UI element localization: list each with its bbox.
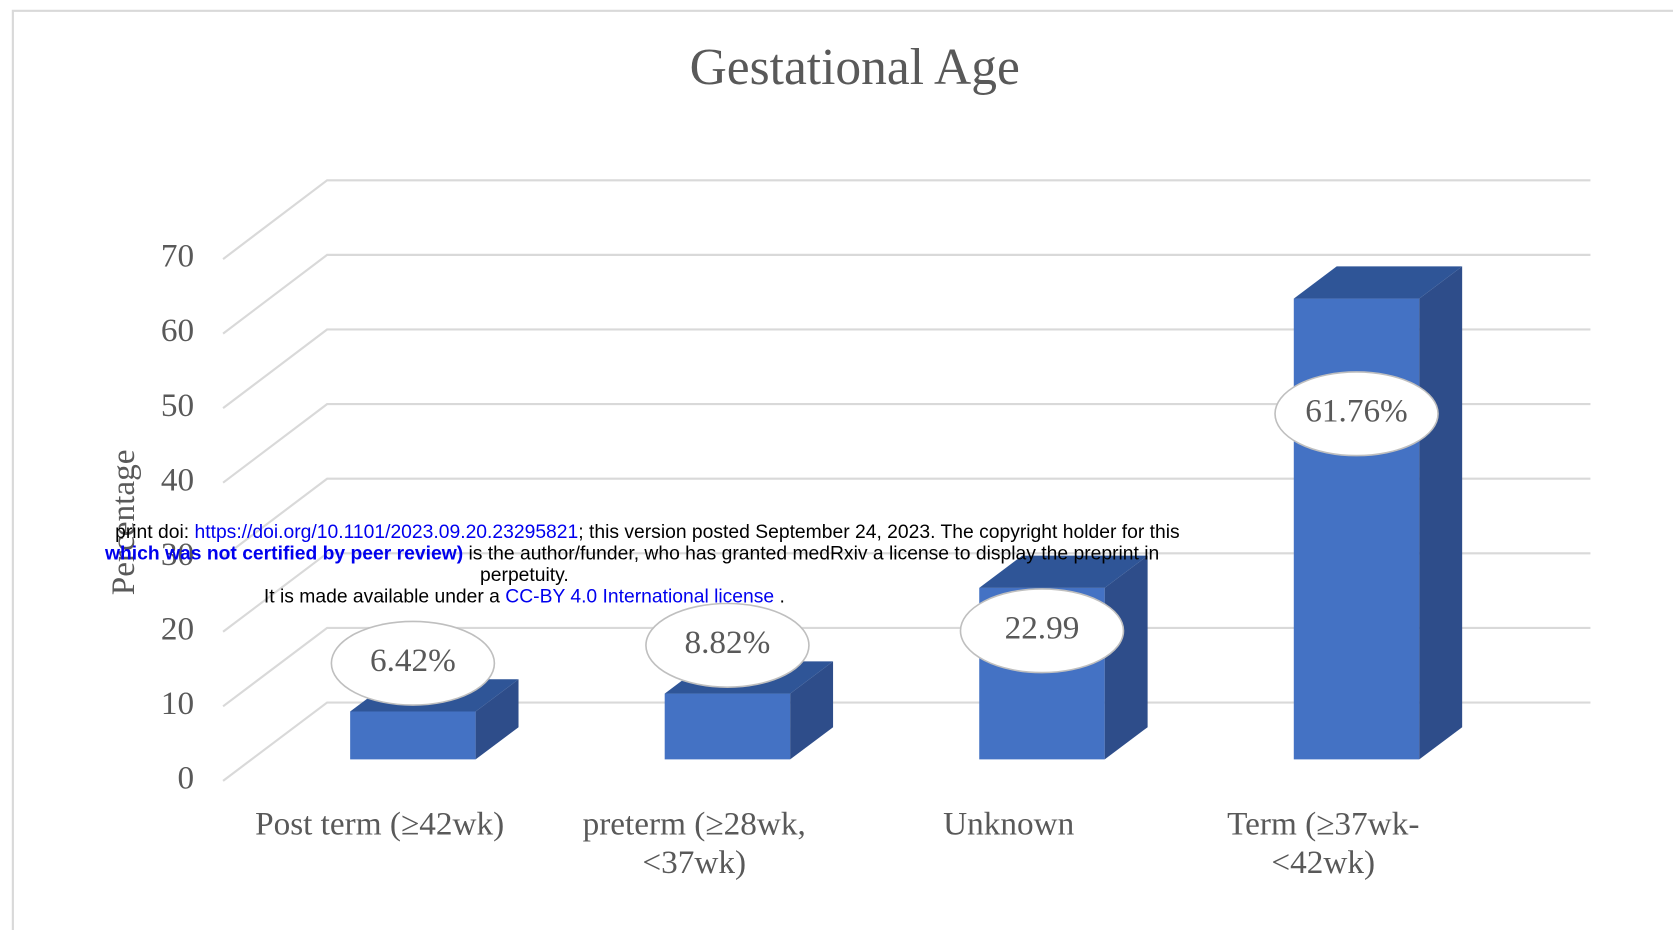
x-tick-label: preterm (≥28wk, <37wk) [582, 804, 806, 881]
bar-side [475, 679, 519, 760]
data-label-bubble [1274, 371, 1439, 457]
bar-front [350, 711, 476, 760]
bar-front [1293, 298, 1420, 760]
y-tick-label: 10 [161, 685, 194, 722]
bar-top [979, 555, 1148, 588]
data-label: 61.76% [1305, 392, 1407, 429]
watermark-line: perpetuity. [480, 565, 569, 586]
y-tick-label: 20 [161, 610, 194, 647]
data-label: 8.82% [685, 624, 771, 661]
text: ; this version posted September 24, 2023… [578, 522, 1179, 543]
text: print doi: [115, 522, 194, 543]
bars: 6.42% Post term (≥42wk) 8.82% preterm (≥28w… [255, 266, 1463, 881]
watermark-line: print doi: https://doi.org/10.1101/2023.… [115, 522, 1180, 543]
bar-side [1419, 266, 1463, 760]
x-tick-label-box: Term (≥37wk-<42wk) [1227, 804, 1420, 881]
grid-line [222, 552, 1591, 633]
bar-front [664, 693, 791, 760]
grid-line [222, 253, 1591, 335]
grid-line [222, 701, 1591, 782]
watermark: print doi: https://doi.org/10.1101/2023.… [104, 522, 1180, 607]
x-tick-label-box: preterm (≥28wk, <37wk) [582, 804, 806, 881]
y-tick-label: 30 [161, 536, 194, 573]
bar-top [1293, 266, 1463, 299]
x-tick-label: Term (≥37wk-<42wk) [1227, 804, 1420, 881]
grid-line [222, 403, 1591, 484]
y-tick-label: 70 [161, 238, 194, 275]
y-tick-label: 0 [177, 759, 194, 796]
watermark-line: which was not certified by peer review) … [104, 544, 1159, 565]
x-tick-label-box: Unknown [943, 804, 1075, 842]
y-tick-label: 40 [161, 461, 194, 498]
bar [1293, 266, 1463, 760]
data-label: 22.99 [1005, 609, 1080, 646]
data-label-bubble [959, 588, 1125, 674]
x-tick-label: Post term (≥42wk) [255, 804, 505, 842]
data-label-bubble [645, 602, 810, 688]
x-tick-label: Unknown [943, 804, 1075, 842]
grid-line [222, 626, 1591, 708]
y-tick-label: 50 [161, 387, 194, 424]
grid: 0 10 20 30 40 50 60 70 [161, 179, 1591, 796]
text: is the author/funder, who has granted me… [463, 544, 1159, 565]
text: It is made available under a [264, 587, 505, 608]
grid-line [222, 179, 1591, 260]
chart-title: Gestational Age [690, 39, 1020, 96]
text: which was not certified by peer review) [104, 544, 463, 565]
data-label-bubble [330, 620, 496, 706]
text: . [774, 587, 785, 608]
bar-side [790, 661, 834, 760]
grid-line [222, 328, 1591, 410]
y-tick-label: 60 [161, 312, 194, 349]
watermark-line: It is made available under a CC-BY 4.0 I… [264, 587, 785, 608]
doi-link[interactable]: https://doi.org/10.1101/2023.09.20.23295… [194, 522, 578, 543]
license-link[interactable]: CC-BY 4.0 International license [505, 587, 774, 608]
data-label: 6.42% [370, 642, 456, 679]
y-axis-title: Percentage [105, 449, 142, 595]
frame [11, 9, 1673, 930]
grid-line [222, 477, 1591, 559]
x-tick-label-box: Post term (≥42wk) [255, 804, 505, 842]
bar-side [1104, 555, 1148, 760]
